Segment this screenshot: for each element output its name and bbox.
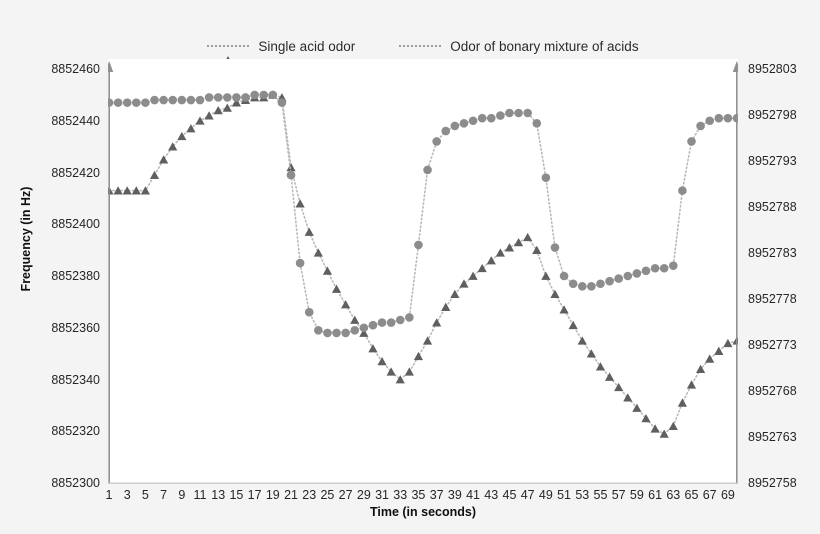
y-tick-right-9: 8952803 — [748, 62, 797, 76]
y-tick-right-6: 8952788 — [748, 200, 797, 214]
x-tick-32: 65 — [684, 488, 699, 502]
x-tick-8: 17 — [247, 488, 262, 502]
x-tick-12: 25 — [320, 488, 335, 502]
series-single-acid-odor — [108, 90, 738, 438]
x-tick-34: 69 — [720, 488, 735, 502]
y-tick-left-4: 8852380 — [51, 269, 100, 283]
legend-label-mixture-of-acids: Odor of bonary mixture of acids — [450, 38, 639, 54]
series-mixture-of-acids — [108, 90, 738, 338]
y-axis-title: Frequency (in Hz) — [19, 186, 33, 292]
x-tick-33: 67 — [702, 488, 717, 502]
x-tick-9: 19 — [265, 488, 280, 502]
y-tick-left-2: 8852340 — [51, 372, 100, 387]
x-tick-28: 57 — [611, 488, 626, 502]
axis-line — [108, 61, 114, 484]
y-tick-left-7: 8852440 — [51, 113, 100, 128]
legend-item-single-acid-odor: Single acid odor — [207, 38, 356, 65]
x-tick-25: 51 — [557, 488, 572, 502]
x-axis-title: Time (in seconds) — [369, 505, 477, 519]
x-tick-0: 1 — [105, 488, 113, 502]
y-tick-right-5: 8952783 — [748, 246, 797, 260]
chart-canvas — [108, 61, 738, 484]
y-tick-left-6: 8852420 — [51, 165, 100, 180]
x-tick-17: 35 — [411, 488, 426, 502]
y-tick-left-3: 8852360 — [51, 320, 100, 335]
x-tick-3: 7 — [160, 488, 168, 502]
y-tick-right-0: 8952758 — [748, 476, 797, 490]
x-tick-29: 59 — [629, 488, 644, 502]
y-tick-left-5: 8852400 — [51, 217, 100, 232]
x-tick-15: 31 — [375, 488, 389, 502]
x-tick-10: 21 — [284, 488, 298, 502]
y-tick-right-4: 8952778 — [748, 292, 797, 306]
y-tick-right-8: 8952798 — [748, 108, 797, 122]
x-tick-2: 5 — [141, 488, 149, 502]
y-tick-right-1: 8952763 — [748, 430, 797, 444]
x-tick-31: 63 — [666, 488, 681, 502]
y-tick-left-0: 8852300 — [51, 476, 100, 490]
chart-legend: Single acid odor Odor of bonary mixture … — [108, 33, 738, 65]
x-tick-11: 23 — [302, 488, 317, 502]
y-tick-left-8: 8852460 — [51, 62, 100, 76]
x-tick-30: 61 — [648, 488, 663, 502]
x-tick-16: 33 — [393, 488, 408, 502]
x-tick-20: 41 — [466, 488, 480, 502]
plot-area — [108, 59, 738, 484]
x-tick-4: 9 — [178, 488, 186, 502]
y-tick-right-3: 8952773 — [748, 338, 797, 352]
x-tick-19: 39 — [447, 488, 462, 502]
y-tick-right-2: 8952768 — [748, 384, 797, 398]
x-tick-27: 55 — [593, 488, 608, 502]
x-tick-21: 43 — [484, 488, 499, 502]
triangle-marker-icon — [207, 39, 252, 65]
x-tick-6: 13 — [211, 488, 226, 502]
x-tick-5: 11 — [193, 488, 207, 502]
y-tick-left-1: 8852320 — [51, 424, 100, 439]
x-tick-26: 53 — [575, 488, 590, 502]
x-tick-23: 47 — [520, 488, 535, 502]
legend-label-single-acid-odor: Single acid odor — [258, 38, 356, 54]
x-tick-18: 37 — [429, 488, 444, 502]
x-tick-14: 29 — [356, 488, 371, 502]
axis-line — [732, 61, 738, 484]
legend-item-mixture-of-acids: Odor of bonary mixture of acids — [399, 38, 639, 54]
x-tick-22: 45 — [502, 488, 517, 502]
circle-marker-icon — [399, 39, 444, 53]
x-tick-1: 3 — [123, 488, 131, 502]
x-tick-7: 15 — [229, 488, 244, 502]
x-tick-24: 49 — [538, 488, 553, 502]
x-tick-13: 27 — [338, 488, 353, 502]
y-tick-right-7: 8952793 — [748, 154, 797, 168]
